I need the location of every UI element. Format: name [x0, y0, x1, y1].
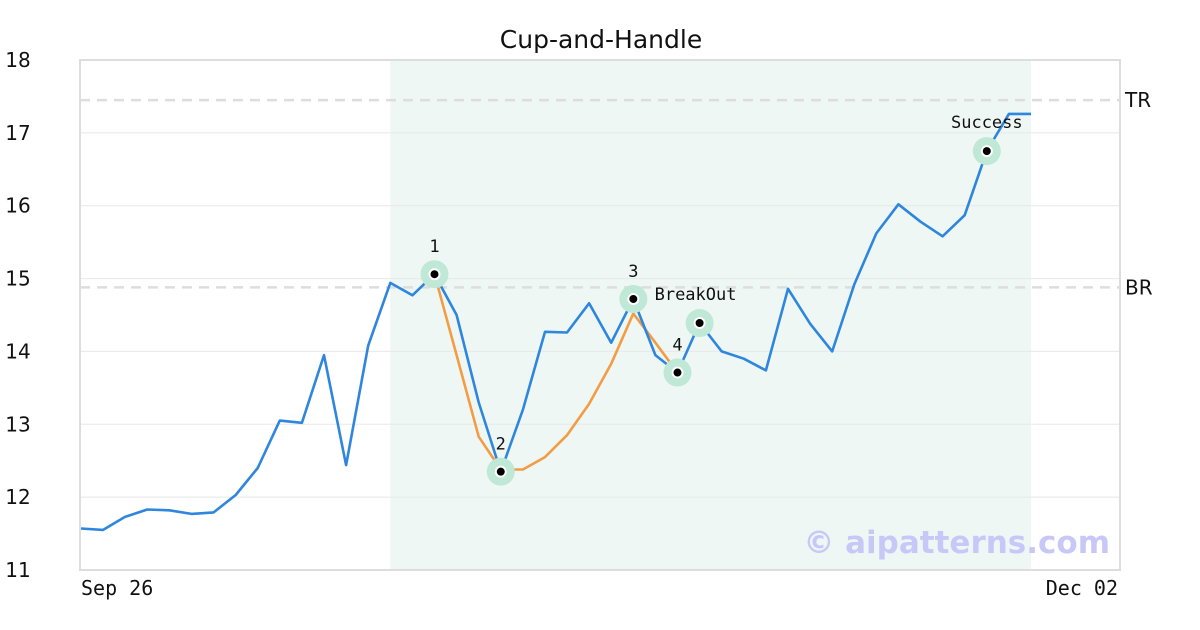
point-marker-success — [980, 145, 993, 158]
pattern-line — [433, 273, 679, 471]
point-marker-2 — [494, 465, 507, 478]
pattern-points: 1 2 3 4 BreakOut Success — [420, 113, 1023, 486]
x-tick-label: Dec 02 — [1046, 576, 1118, 600]
x-tick-label: Sep 26 — [81, 576, 153, 600]
point-label-breakout: BreakOut — [655, 285, 737, 305]
y-tick-label: 18 — [5, 48, 30, 72]
point-marker-breakout — [693, 317, 706, 330]
price-line — [80, 112, 1031, 532]
point-marker-1 — [428, 268, 441, 281]
level-label-tr: TR — [1124, 88, 1151, 112]
y-tick-label: 15 — [5, 267, 30, 291]
series-lines — [80, 112, 1031, 532]
y-tick-label: 14 — [5, 339, 30, 363]
point-marker-3 — [627, 292, 640, 305]
plot-border — [79, 59, 1121, 571]
point-label-1: 1 — [429, 237, 439, 257]
y-tick-label: 16 — [5, 194, 30, 218]
point-label-2: 2 — [496, 435, 506, 455]
y-tick-label: 13 — [5, 412, 30, 436]
point-marker-4 — [671, 366, 684, 379]
chart-title: Cup-and-Handle — [500, 25, 702, 54]
point-label-4: 4 — [672, 336, 682, 356]
plot-frame — [79, 59, 1121, 571]
watermark: © aipatterns.com — [803, 525, 1110, 561]
level-label-br: BR — [1125, 275, 1153, 299]
level-lines: TR BR — [80, 88, 1153, 299]
point-label-3: 3 — [628, 262, 638, 282]
grid — [80, 132, 1120, 498]
point-label-success: Success — [951, 113, 1023, 133]
y-tick-label: 12 — [5, 485, 30, 509]
y-axis: 11 12 13 14 15 16 17 18 — [5, 48, 30, 582]
x-axis: Sep 26 Dec 02 — [81, 576, 1118, 600]
y-tick-label: 17 — [5, 121, 30, 145]
y-tick-label: 11 — [5, 558, 30, 582]
